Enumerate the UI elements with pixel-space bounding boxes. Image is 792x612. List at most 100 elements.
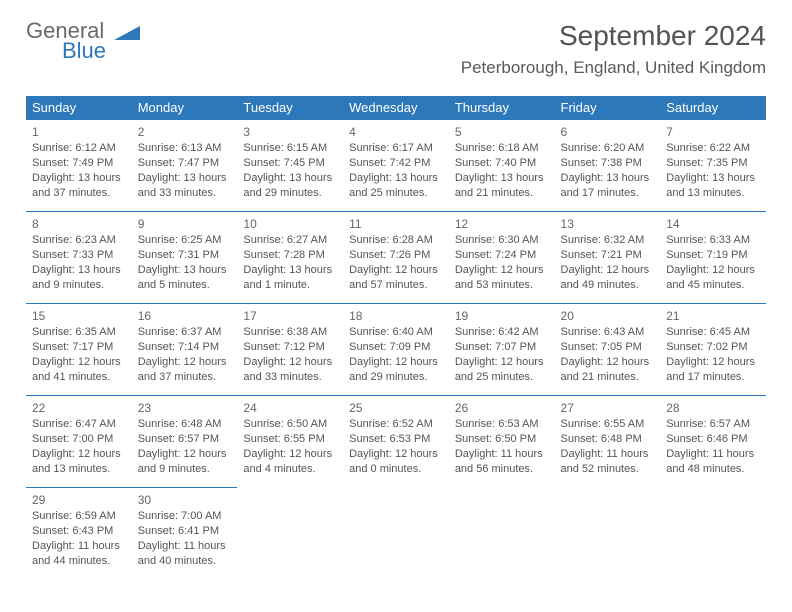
day-cell: 4Sunrise: 6:17 AMSunset: 7:42 PMDaylight… [343, 120, 449, 212]
sunrise-text: Sunrise: 6:33 AM [666, 233, 760, 248]
sunset-text: Sunset: 7:14 PM [138, 340, 232, 355]
sunrise-text: Sunrise: 6:42 AM [455, 325, 549, 340]
day-number: 28 [666, 400, 760, 416]
sunrise-text: Sunrise: 6:15 AM [243, 141, 337, 156]
header: General Blue September 2024 Peterborough… [26, 20, 766, 78]
day-cell: 22Sunrise: 6:47 AMSunset: 7:00 PMDayligh… [26, 396, 132, 488]
daylight-text: Daylight: 13 hours [349, 171, 443, 186]
logo-triangle-icon [114, 20, 140, 44]
sunset-text: Sunset: 6:48 PM [561, 432, 655, 447]
day-cell: 8Sunrise: 6:23 AMSunset: 7:33 PMDaylight… [26, 212, 132, 304]
day-cell: 13Sunrise: 6:32 AMSunset: 7:21 PMDayligh… [555, 212, 661, 304]
sunset-text: Sunset: 7:19 PM [666, 248, 760, 263]
day-cell: 9Sunrise: 6:25 AMSunset: 7:31 PMDaylight… [132, 212, 238, 304]
day-cell: 20Sunrise: 6:43 AMSunset: 7:05 PMDayligh… [555, 304, 661, 396]
day-number: 14 [666, 216, 760, 232]
daylight-text: Daylight: 12 hours [561, 355, 655, 370]
daylight-text: and 45 minutes. [666, 278, 760, 293]
empty-cell [237, 488, 343, 580]
sunset-text: Sunset: 7:45 PM [243, 156, 337, 171]
day-cell: 21Sunrise: 6:45 AMSunset: 7:02 PMDayligh… [660, 304, 766, 396]
weekday-header: Friday [555, 96, 661, 120]
daylight-text: Daylight: 13 hours [138, 263, 232, 278]
location-text: Peterborough, England, United Kingdom [461, 58, 766, 78]
calendar-page: General Blue September 2024 Peterborough… [0, 0, 792, 580]
day-number: 10 [243, 216, 337, 232]
empty-cell [555, 488, 661, 580]
sunrise-text: Sunrise: 6:25 AM [138, 233, 232, 248]
sunrise-text: Sunrise: 6:30 AM [455, 233, 549, 248]
day-cell: 25Sunrise: 6:52 AMSunset: 6:53 PMDayligh… [343, 396, 449, 488]
day-cell: 10Sunrise: 6:27 AMSunset: 7:28 PMDayligh… [237, 212, 343, 304]
sunset-text: Sunset: 7:35 PM [666, 156, 760, 171]
daylight-text: and 4 minutes. [243, 462, 337, 477]
sunset-text: Sunset: 6:53 PM [349, 432, 443, 447]
daylight-text: Daylight: 13 hours [455, 171, 549, 186]
sunset-text: Sunset: 7:49 PM [32, 156, 126, 171]
day-number: 12 [455, 216, 549, 232]
daylight-text: and 53 minutes. [455, 278, 549, 293]
day-number: 7 [666, 124, 760, 140]
sunset-text: Sunset: 7:07 PM [455, 340, 549, 355]
sunset-text: Sunset: 7:42 PM [349, 156, 443, 171]
daylight-text: and 33 minutes. [243, 370, 337, 385]
day-number: 13 [561, 216, 655, 232]
sunset-text: Sunset: 6:41 PM [138, 524, 232, 539]
sunrise-text: Sunrise: 6:55 AM [561, 417, 655, 432]
daylight-text: and 21 minutes. [455, 186, 549, 201]
day-cell: 14Sunrise: 6:33 AMSunset: 7:19 PMDayligh… [660, 212, 766, 304]
day-cell: 28Sunrise: 6:57 AMSunset: 6:46 PMDayligh… [660, 396, 766, 488]
day-number: 15 [32, 308, 126, 324]
sunrise-text: Sunrise: 6:52 AM [349, 417, 443, 432]
daylight-text: and 33 minutes. [138, 186, 232, 201]
sunrise-text: Sunrise: 6:57 AM [666, 417, 760, 432]
sunrise-text: Sunrise: 6:12 AM [32, 141, 126, 156]
calendar-row: 8Sunrise: 6:23 AMSunset: 7:33 PMDaylight… [26, 212, 766, 304]
day-number: 20 [561, 308, 655, 324]
day-cell: 5Sunrise: 6:18 AMSunset: 7:40 PMDaylight… [449, 120, 555, 212]
day-number: 17 [243, 308, 337, 324]
daylight-text: Daylight: 12 hours [349, 447, 443, 462]
daylight-text: Daylight: 12 hours [32, 355, 126, 370]
sunset-text: Sunset: 7:47 PM [138, 156, 232, 171]
daylight-text: and 25 minutes. [455, 370, 549, 385]
daylight-text: and 41 minutes. [32, 370, 126, 385]
sunrise-text: Sunrise: 6:59 AM [32, 509, 126, 524]
sunrise-text: Sunrise: 6:35 AM [32, 325, 126, 340]
daylight-text: and 56 minutes. [455, 462, 549, 477]
daylight-text: Daylight: 13 hours [243, 171, 337, 186]
daylight-text: and 57 minutes. [349, 278, 443, 293]
daylight-text: and 1 minute. [243, 278, 337, 293]
day-number: 1 [32, 124, 126, 140]
sunrise-text: Sunrise: 7:00 AM [138, 509, 232, 524]
sunrise-text: Sunrise: 6:50 AM [243, 417, 337, 432]
daylight-text: and 44 minutes. [32, 554, 126, 569]
daylight-text: Daylight: 11 hours [32, 539, 126, 554]
daylight-text: and 29 minutes. [349, 370, 443, 385]
weekday-header: Saturday [660, 96, 766, 120]
weekday-header: Tuesday [237, 96, 343, 120]
day-number: 21 [666, 308, 760, 324]
logo-word-blue: Blue [62, 38, 106, 63]
daylight-text: and 17 minutes. [666, 370, 760, 385]
calendar-row: 29Sunrise: 6:59 AMSunset: 6:43 PMDayligh… [26, 488, 766, 580]
month-title: September 2024 [461, 20, 766, 52]
day-cell: 26Sunrise: 6:53 AMSunset: 6:50 PMDayligh… [449, 396, 555, 488]
day-cell: 12Sunrise: 6:30 AMSunset: 7:24 PMDayligh… [449, 212, 555, 304]
day-cell: 3Sunrise: 6:15 AMSunset: 7:45 PMDaylight… [237, 120, 343, 212]
daylight-text: and 37 minutes. [138, 370, 232, 385]
daylight-text: Daylight: 13 hours [243, 263, 337, 278]
calendar-row: 15Sunrise: 6:35 AMSunset: 7:17 PMDayligh… [26, 304, 766, 396]
sunrise-text: Sunrise: 6:53 AM [455, 417, 549, 432]
logo: General Blue [26, 20, 140, 66]
daylight-text: and 0 minutes. [349, 462, 443, 477]
weekday-header-row: Sunday Monday Tuesday Wednesday Thursday… [26, 96, 766, 120]
daylight-text: and 5 minutes. [138, 278, 232, 293]
sunrise-text: Sunrise: 6:47 AM [32, 417, 126, 432]
day-number: 11 [349, 216, 443, 232]
day-number: 27 [561, 400, 655, 416]
sunset-text: Sunset: 7:40 PM [455, 156, 549, 171]
day-cell: 2Sunrise: 6:13 AMSunset: 7:47 PMDaylight… [132, 120, 238, 212]
sunrise-text: Sunrise: 6:28 AM [349, 233, 443, 248]
daylight-text: Daylight: 12 hours [666, 355, 760, 370]
